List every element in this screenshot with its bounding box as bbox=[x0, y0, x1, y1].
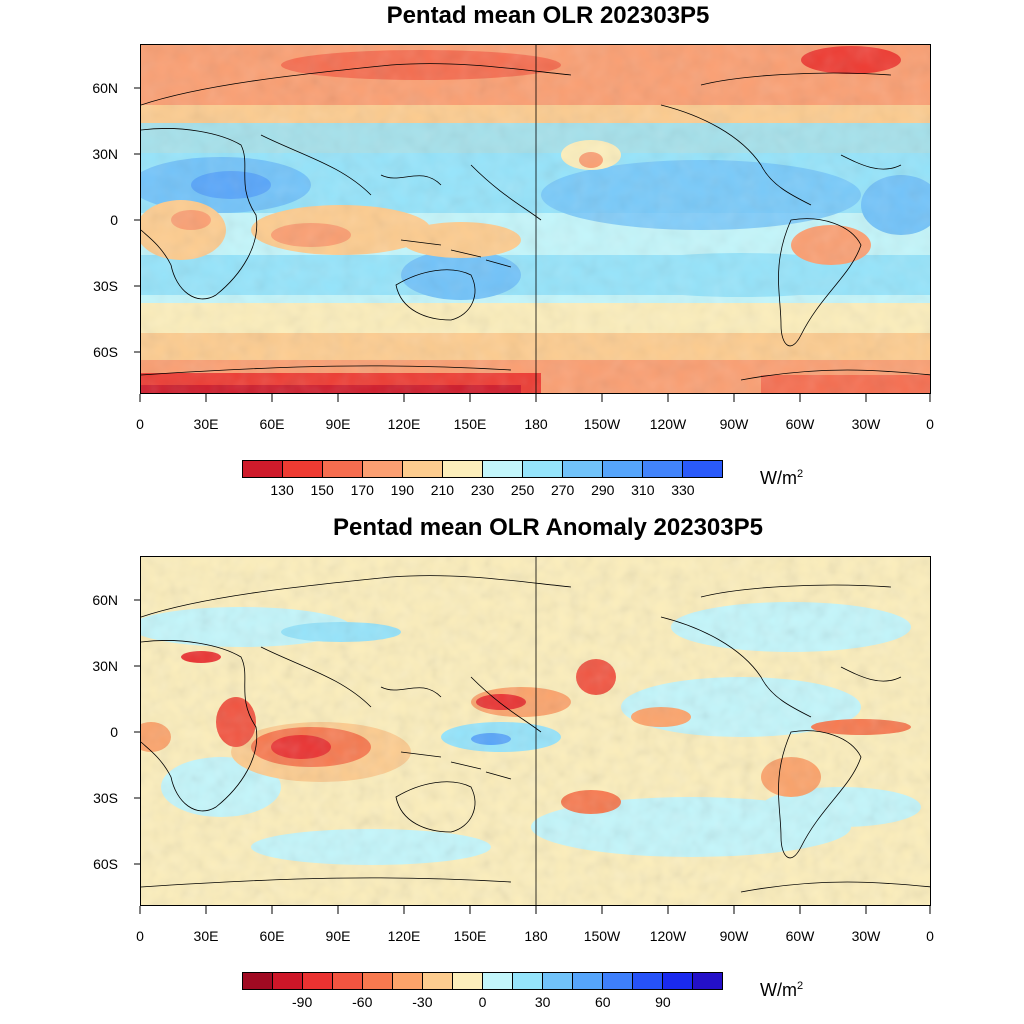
lat-label: 60N bbox=[92, 592, 118, 608]
lon-label: 120E bbox=[387, 416, 421, 432]
colorbar-label: -30 bbox=[412, 994, 433, 1010]
colorbar-label: 250 bbox=[510, 482, 535, 498]
lat-label: 30N bbox=[92, 146, 118, 162]
lon-label: 120W bbox=[649, 928, 687, 944]
olr-axes-ticks bbox=[134, 87, 931, 402]
colorbar-swatch bbox=[483, 973, 513, 989]
colorbar-label: 310 bbox=[631, 482, 655, 498]
colorbar-label: 30 bbox=[534, 994, 551, 1010]
lon-label: 180 bbox=[524, 928, 548, 944]
units-label: W/m2 bbox=[760, 468, 804, 488]
colorbar-label: 60 bbox=[594, 994, 611, 1010]
lon-label: 60E bbox=[259, 928, 285, 944]
colorbar-swatch bbox=[603, 461, 643, 477]
lon-label: 150E bbox=[453, 416, 487, 432]
colorbar-swatch bbox=[543, 973, 573, 989]
lon-label: 30E bbox=[193, 928, 219, 944]
colorbar-swatch bbox=[423, 973, 453, 989]
colorbar-swatch bbox=[523, 461, 563, 477]
olr-map-field bbox=[141, 45, 930, 393]
colorbar-label: 210 bbox=[430, 482, 455, 498]
olr-anomaly-colorbar bbox=[242, 972, 723, 990]
colorbar-label: 150 bbox=[310, 482, 334, 498]
lon-label: 0 bbox=[136, 416, 144, 432]
colorbar-swatch bbox=[363, 973, 393, 989]
lon-label: 120E bbox=[387, 928, 421, 944]
colorbar-swatch bbox=[693, 973, 722, 989]
colorbar-swatch bbox=[323, 461, 363, 477]
lon-label: 60E bbox=[259, 416, 285, 432]
lon-label: 150E bbox=[453, 928, 487, 944]
colorbar-swatch bbox=[483, 461, 523, 477]
lon-label: 180 bbox=[524, 416, 548, 432]
lon-label: 30E bbox=[193, 416, 219, 432]
colorbar-swatch bbox=[303, 973, 333, 989]
lon-label: 0 bbox=[926, 416, 934, 432]
colorbar-swatch bbox=[563, 461, 603, 477]
olr-anomaly-map bbox=[140, 556, 931, 906]
colorbar-swatch bbox=[443, 461, 483, 477]
olr-anomaly-panel: Pentad mean OLR Anomaly 202303P5 bbox=[0, 512, 1024, 1024]
lat-label: 30S bbox=[93, 278, 118, 294]
olr-colorbar bbox=[242, 460, 723, 478]
lat-label: 0 bbox=[110, 724, 118, 740]
colorbar-swatch bbox=[243, 973, 273, 989]
colorbar-label: 270 bbox=[550, 482, 575, 498]
colorbar-swatch bbox=[643, 461, 683, 477]
lat-label: 30S bbox=[93, 790, 118, 806]
olr-map bbox=[140, 44, 931, 394]
colorbar-label: 190 bbox=[390, 482, 414, 498]
colorbar-label: 130 bbox=[270, 482, 294, 498]
lon-label: 90E bbox=[325, 416, 351, 432]
colorbar-swatch bbox=[283, 461, 323, 477]
olr-anomaly-map-field bbox=[141, 557, 930, 905]
colorbar-swatch bbox=[363, 461, 403, 477]
colorbar-swatch bbox=[393, 973, 423, 989]
colorbar-label: 0 bbox=[478, 994, 487, 1010]
colorbar-swatch bbox=[403, 461, 443, 477]
colorbar-swatch bbox=[333, 973, 363, 989]
colorbar-swatch bbox=[633, 973, 663, 989]
lon-label: 0 bbox=[136, 928, 144, 944]
units-label: W/m2 bbox=[760, 980, 804, 1000]
colorbar-swatch bbox=[683, 461, 722, 477]
lat-label: 0 bbox=[110, 212, 118, 228]
lon-label: 120W bbox=[649, 416, 687, 432]
colorbar-swatch bbox=[513, 973, 543, 989]
lon-label: 150W bbox=[583, 416, 621, 432]
colorbar-label: -60 bbox=[352, 994, 373, 1010]
lon-label: 90W bbox=[719, 416, 749, 432]
lon-label: 90W bbox=[719, 928, 749, 944]
colorbar-swatch bbox=[663, 973, 693, 989]
lon-label: 0 bbox=[926, 928, 934, 944]
lat-label: 60S bbox=[93, 344, 118, 360]
panel-title: Pentad mean OLR 202303P5 bbox=[386, 2, 710, 29]
lon-label: 60W bbox=[785, 416, 815, 432]
olr-anomaly-axes-ticks bbox=[134, 599, 931, 914]
lon-label: 30W bbox=[851, 928, 881, 944]
colorbar-label: -90 bbox=[292, 994, 313, 1010]
colorbar-swatch bbox=[273, 973, 303, 989]
lon-label: 30W bbox=[851, 416, 881, 432]
lon-label: 90E bbox=[325, 928, 351, 944]
colorbar-swatch bbox=[453, 973, 483, 989]
colorbar-label: 230 bbox=[470, 482, 495, 498]
lat-label: 60N bbox=[92, 80, 118, 96]
colorbar-swatch bbox=[243, 461, 283, 477]
olr-panel: Pentad mean OLR 202303P5 bbox=[92, 2, 934, 498]
colorbar-label: 330 bbox=[671, 482, 695, 498]
lat-label: 30N bbox=[92, 658, 118, 674]
lat-label: 60S bbox=[93, 856, 118, 872]
lon-label: 60W bbox=[785, 928, 815, 944]
lon-label: 150W bbox=[583, 928, 621, 944]
panel-title: Pentad mean OLR Anomaly 202303P5 bbox=[333, 514, 763, 541]
colorbar-swatch bbox=[603, 973, 633, 989]
colorbar-label: 90 bbox=[655, 994, 671, 1010]
colorbar-label: 170 bbox=[350, 482, 374, 498]
colorbar-swatch bbox=[573, 973, 603, 989]
colorbar-label: 290 bbox=[591, 482, 615, 498]
